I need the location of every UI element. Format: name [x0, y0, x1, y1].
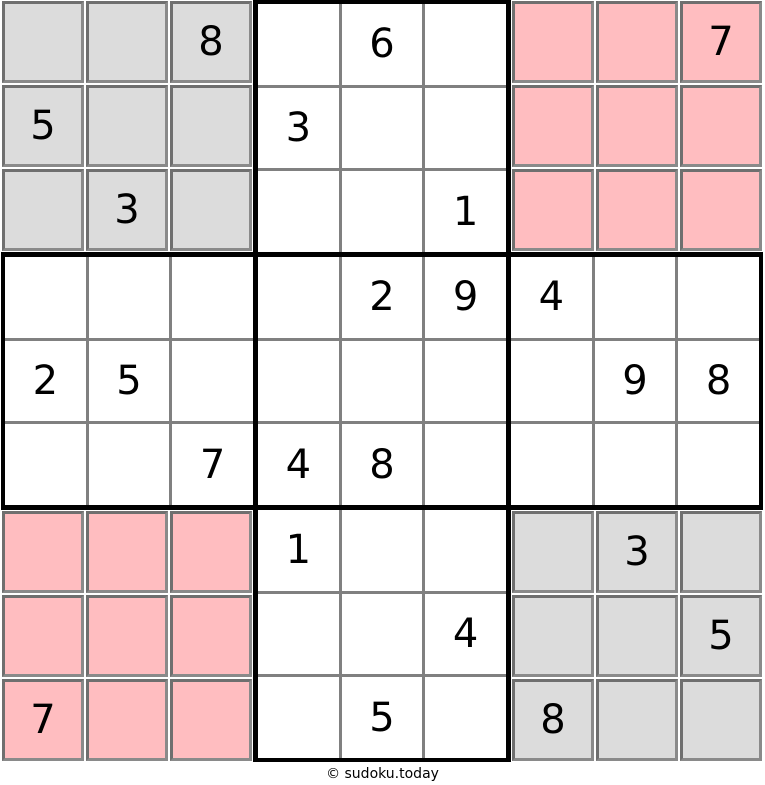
cell-r3c8[interactable]	[596, 169, 678, 251]
copyright-text: © sudoku.today	[326, 766, 439, 782]
cell-r6c2[interactable]	[88, 424, 170, 505]
cell-r1c4[interactable]	[258, 4, 339, 85]
cell-r3c4[interactable]	[258, 171, 339, 252]
cell-r7c3[interactable]	[170, 511, 252, 593]
cell-r4c5[interactable]: 2	[341, 257, 423, 338]
cell-r6c4[interactable]: 4	[258, 424, 339, 505]
cell-r5c3[interactable]	[172, 340, 253, 422]
cell-r7c9[interactable]	[680, 511, 762, 593]
block-r3c1: 7	[1, 510, 253, 762]
cell-r1c6[interactable]	[425, 4, 506, 85]
cell-r4c8[interactable]	[594, 257, 676, 338]
cell-r7c6[interactable]	[425, 510, 506, 591]
cell-r4c2[interactable]	[88, 257, 170, 338]
cell-r5c1[interactable]: 2	[5, 340, 86, 422]
cell-r4c9[interactable]	[678, 257, 759, 338]
cell-r4c7[interactable]: 4	[511, 257, 592, 338]
cell-r3c3[interactable]	[170, 169, 252, 251]
cell-r8c4[interactable]	[258, 593, 339, 675]
cell-r6c6[interactable]	[425, 424, 506, 505]
cell-r5c8[interactable]: 9	[594, 340, 676, 422]
cell-r9c7[interactable]: 8	[512, 679, 594, 761]
cell-r2c2[interactable]	[86, 85, 168, 167]
cell-r8c7[interactable]	[512, 595, 594, 677]
cell-r1c1[interactable]	[2, 1, 84, 83]
cell-r7c5[interactable]	[341, 510, 423, 591]
cell-r3c1[interactable]	[2, 169, 84, 251]
cell-r2c8[interactable]	[596, 85, 678, 167]
cell-r9c8[interactable]	[596, 679, 678, 761]
cell-r2c7[interactable]	[512, 85, 594, 167]
cell-r2c4[interactable]: 3	[258, 87, 339, 169]
cell-r7c1[interactable]	[2, 511, 84, 593]
cell-r1c5[interactable]: 6	[341, 4, 423, 85]
cell-r3c9[interactable]	[680, 169, 762, 251]
cell-r1c2[interactable]	[86, 1, 168, 83]
cell-r6c1[interactable]	[5, 424, 86, 505]
cell-r1c3[interactable]: 8	[170, 1, 252, 83]
cell-r2c3[interactable]	[170, 85, 252, 167]
cell-r1c9[interactable]: 7	[680, 1, 762, 83]
cell-r9c2[interactable]	[86, 679, 168, 761]
cell-r1c7[interactable]	[512, 1, 594, 83]
cell-r8c8[interactable]	[596, 595, 678, 677]
cell-r7c7[interactable]	[512, 511, 594, 593]
cell-r8c6[interactable]: 4	[425, 593, 506, 675]
cell-r7c2[interactable]	[86, 511, 168, 593]
cell-r5c9[interactable]: 8	[678, 340, 759, 422]
cell-r4c3[interactable]	[172, 257, 253, 338]
cell-r8c1[interactable]	[2, 595, 84, 677]
cell-r6c8[interactable]	[594, 424, 676, 505]
cell-r7c4[interactable]: 1	[258, 510, 339, 591]
cell-r2c9[interactable]	[680, 85, 762, 167]
cell-r4c1[interactable]	[5, 257, 86, 338]
cell-r2c6[interactable]	[425, 87, 506, 169]
cell-r9c4[interactable]	[258, 677, 339, 758]
cell-r3c5[interactable]	[341, 171, 423, 252]
cell-r8c5[interactable]	[341, 593, 423, 675]
cell-r2c1[interactable]: 5	[2, 85, 84, 167]
cell-r5c7[interactable]	[511, 340, 592, 422]
cell-r5c6[interactable]	[425, 340, 506, 422]
cell-r3c6[interactable]: 1	[425, 171, 506, 252]
cell-r6c7[interactable]	[511, 424, 592, 505]
cell-r4c6[interactable]: 9	[425, 257, 506, 338]
cell-r6c5[interactable]: 8	[341, 424, 423, 505]
cell-r8c3[interactable]	[170, 595, 252, 677]
cell-r2c5[interactable]	[341, 87, 423, 169]
cell-r9c9[interactable]	[680, 679, 762, 761]
cell-r5c5[interactable]	[341, 340, 423, 422]
cell-r4c4[interactable]	[258, 257, 339, 338]
cell-r5c2[interactable]: 5	[88, 340, 170, 422]
cell-r8c9[interactable]: 5	[680, 595, 762, 677]
cell-r3c7[interactable]	[512, 169, 594, 251]
block-r1c3: 7	[511, 0, 763, 252]
cell-r1c8[interactable]	[596, 1, 678, 83]
cell-r9c3[interactable]	[170, 679, 252, 761]
cell-r9c1[interactable]: 7	[2, 679, 84, 761]
cell-r6c9[interactable]	[678, 424, 759, 505]
cell-r6c3[interactable]: 7	[172, 424, 253, 505]
cell-r9c6[interactable]	[425, 677, 506, 758]
cell-r7c8[interactable]: 3	[596, 511, 678, 593]
cell-r8c2[interactable]	[86, 595, 168, 677]
cell-r3c2[interactable]: 3	[86, 169, 168, 251]
cell-r5c4[interactable]	[258, 340, 339, 422]
cell-r9c5[interactable]: 5	[341, 677, 423, 758]
